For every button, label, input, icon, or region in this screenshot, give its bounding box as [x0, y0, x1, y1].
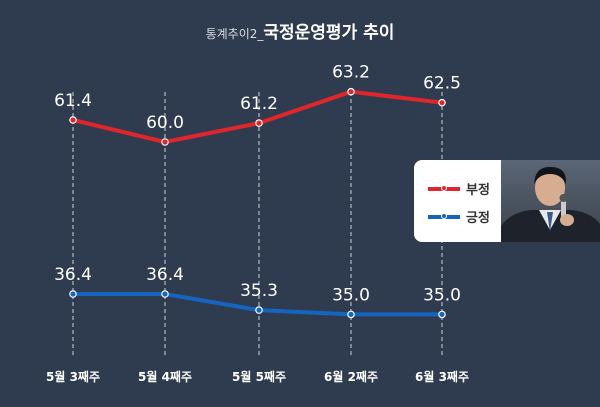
x-tick-label-1: 5월 4째주 — [138, 369, 192, 384]
x-tick-label-2: 5월 5째주 — [232, 369, 286, 384]
data-point-0-4 — [438, 98, 446, 107]
legend-swatch-positive — [428, 212, 460, 219]
legend: 부정 긍정 — [414, 160, 600, 242]
data-point-0-2 — [255, 119, 263, 127]
x-tick-label-0: 5월 3째주 — [46, 369, 100, 384]
legend-item-positive: 긍정 — [428, 207, 490, 226]
data-label-1-0: 36.4 — [54, 265, 92, 285]
data-point-1-4 — [438, 310, 446, 319]
person-photo-illustration — [501, 166, 600, 242]
data-label-1-4: 35.0 — [423, 285, 461, 305]
data-point-1-0 — [69, 290, 77, 298]
title-prefix: 통계추이2_ — [205, 27, 264, 41]
data-point-0-3 — [347, 87, 355, 96]
legend-label-positive: 긍정 — [466, 211, 490, 226]
data-label-1-1: 36.4 — [146, 265, 184, 285]
chart-title: 통계추이2_국정운영평가 추이 — [0, 18, 600, 43]
person-photo — [501, 160, 600, 242]
x-tick-label-4: 6월 3째주 — [415, 369, 469, 384]
data-label-0-1: 60.0 — [146, 113, 184, 133]
legend-label-negative: 부정 — [466, 183, 490, 198]
data-label-1-3: 35.0 — [332, 285, 370, 305]
data-point-1-1 — [161, 290, 169, 298]
data-point-0-0 — [69, 116, 77, 124]
data-label-0-3: 63.2 — [332, 63, 370, 83]
data-label-0-4: 62.5 — [423, 74, 461, 94]
data-label-0-2: 61.2 — [240, 94, 278, 114]
title-main: 국정운영평가 추이 — [263, 23, 395, 43]
legend-swatch-negative — [428, 184, 460, 191]
data-point-0-1 — [161, 138, 169, 146]
data-label-0-0: 61.4 — [54, 91, 92, 111]
data-point-1-3 — [347, 310, 355, 319]
legend-item-negative: 부정 — [428, 179, 490, 198]
data-point-1-2 — [255, 306, 263, 314]
data-label-1-2: 35.3 — [240, 281, 278, 301]
x-tick-label-3: 6월 2째주 — [324, 369, 378, 384]
